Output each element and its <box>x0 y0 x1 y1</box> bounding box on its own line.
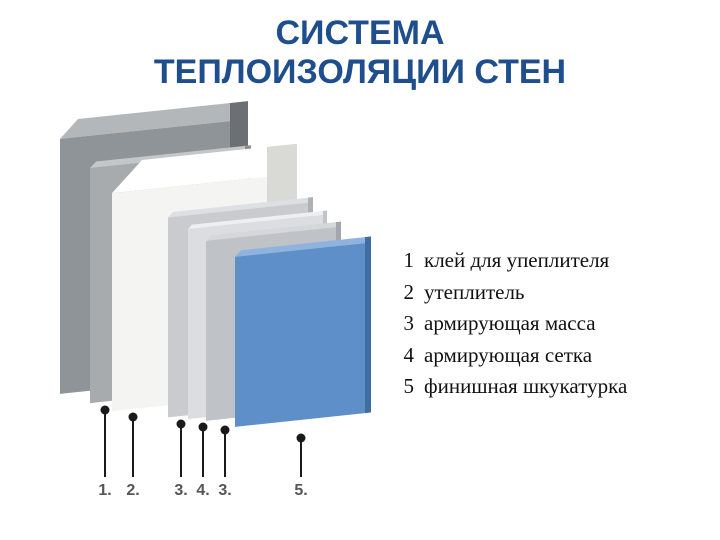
legend-number: 2 <box>400 277 414 309</box>
legend-row: 3 армирующая масса <box>400 308 627 340</box>
legend-number: 5 <box>400 371 414 403</box>
pointer-dot <box>199 423 208 432</box>
legend-label: утеплитель <box>424 277 525 309</box>
pointer-dot <box>221 426 230 435</box>
legend-label: армирующая сетка <box>424 340 592 372</box>
pointer-dot <box>297 434 306 443</box>
pointer-label: 5. <box>294 482 307 500</box>
pointer-label: 2. <box>126 482 139 500</box>
pointer-line <box>202 427 204 477</box>
pointer-line <box>180 424 182 477</box>
legend-label: клей для упеплителя <box>424 245 609 277</box>
finish-plaster-face <box>235 243 365 427</box>
wall-diagram: 1. 2. 3. 4. 3. 5. <box>60 130 390 510</box>
legend-row: 5 финишная шкукатурка <box>400 371 627 403</box>
legend-number: 1 <box>400 245 414 277</box>
pointer-label: 3. <box>174 482 187 500</box>
finish-plaster <box>235 243 365 427</box>
pointer-line <box>132 417 134 477</box>
title-line2: ТЕПЛОИЗОЛЯЦИИ СТЕН <box>154 53 566 91</box>
legend-row: 4 армирующая сетка <box>400 340 627 372</box>
pointer-dot <box>177 420 186 429</box>
legend-row: 2 утеплитель <box>400 277 627 309</box>
pointer-line <box>300 438 302 477</box>
pointer-line <box>104 410 106 477</box>
title-line1: СИСТЕМА <box>275 14 444 52</box>
finish-plaster-side <box>365 237 371 414</box>
pointer-dot <box>129 413 138 422</box>
pointer-label: 4. <box>196 482 209 500</box>
pointer-dot <box>101 406 110 415</box>
pointer-label: 1. <box>98 482 111 500</box>
legend-number: 3 <box>400 308 414 340</box>
legend-number: 4 <box>400 340 414 372</box>
legend-label: армирующая масса <box>424 308 596 340</box>
legend: 1 клей для упеплителя 2 утеплитель 3 армирующ… <box>400 245 627 403</box>
page-title: СИСТЕМА ТЕПЛОИЗОЛЯЦИИ СТЕН <box>0 0 720 92</box>
legend-row: 1 клей для упеплителя <box>400 245 627 277</box>
pointer-label: 3. <box>218 482 231 500</box>
pointer-line <box>224 430 226 477</box>
legend-label: финишная шкукатурка <box>424 371 627 403</box>
